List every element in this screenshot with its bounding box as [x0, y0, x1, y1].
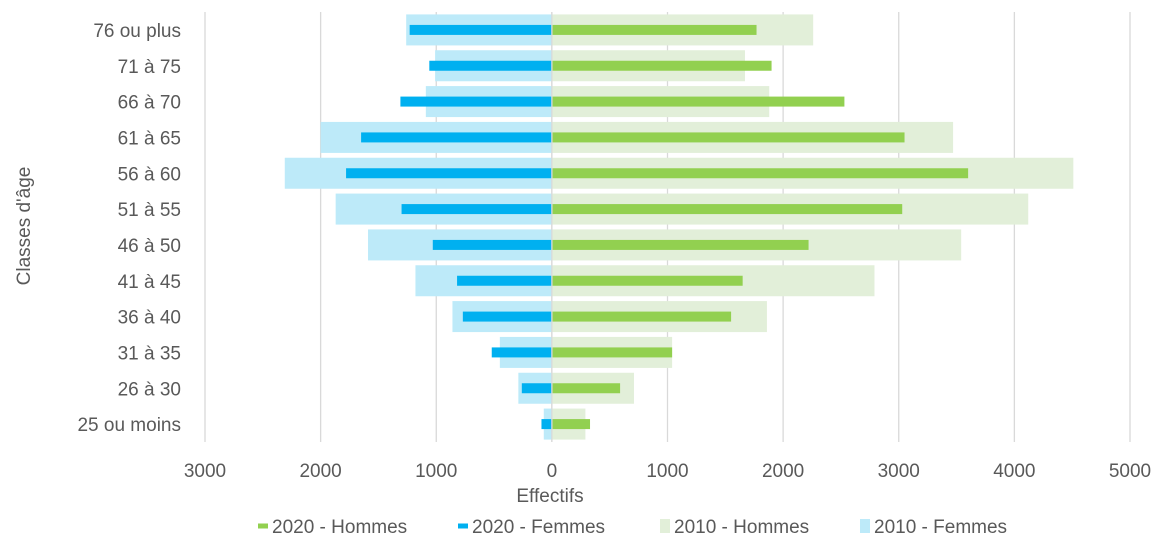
legend-swatch: [458, 523, 468, 529]
category-label: 51 à 55: [118, 200, 181, 221]
legend-swatch: [860, 519, 870, 533]
bar-2020-hommes: [551, 24, 757, 35]
bar-2020-femmes: [432, 239, 552, 250]
legend-label: 2010 - Hommes: [674, 517, 809, 538]
bar-2020-hommes: [551, 347, 673, 358]
bar-2020-femmes: [409, 24, 552, 35]
bar-2020-hommes: [551, 96, 845, 107]
legend: 2020 - Hommes 2020 - Femmes 2010 - Hommes 2…: [258, 517, 1007, 538]
x-tick-label: 3000: [184, 461, 226, 482]
x-tick-label: 5000: [1109, 461, 1151, 482]
x-tick-label: 2000: [762, 461, 804, 482]
bar-2020-hommes: [551, 419, 591, 430]
bar-2020-hommes: [551, 60, 772, 71]
bar-2020-hommes: [551, 132, 905, 143]
bar-2020-hommes: [551, 204, 903, 215]
category-label: 56 à 60: [118, 164, 181, 185]
bar-2020-hommes: [551, 275, 743, 286]
bar-2020-femmes: [361, 132, 552, 143]
category-label: 36 à 40: [118, 308, 181, 329]
category-label: 76 ou plus: [93, 21, 181, 42]
y-axis-title: Classes d'âge: [14, 167, 35, 286]
bar-2020-hommes: [551, 168, 969, 179]
bar-2020-hommes: [551, 383, 621, 394]
bar-2020-femmes: [541, 419, 552, 430]
bar-2020-femmes: [457, 275, 552, 286]
category-label: 31 à 35: [118, 343, 181, 364]
x-tick-label: 0: [547, 461, 558, 482]
category-labels: 76 ou plus 71 à 75 66 à 70 61 à 65 56 à 60 51…: [77, 21, 181, 436]
bar-2020-femmes: [429, 60, 552, 71]
bar-2020-femmes: [521, 383, 552, 394]
bar-2020-femmes: [346, 168, 552, 179]
bar-2020-hommes: [551, 239, 809, 250]
category-label: 71 à 75: [118, 57, 181, 78]
legend-label: 2010 - Femmes: [874, 517, 1007, 538]
legend-swatch: [258, 523, 268, 529]
x-axis-title: Effectifs: [516, 486, 583, 507]
category-label: 25 ou moins: [77, 415, 181, 436]
x-tick-labels: 3000 2000 1000 0 1000 2000 3000 4000 5000: [184, 461, 1151, 482]
bar-2020-hommes: [551, 311, 732, 322]
bar-2020-femmes: [401, 204, 552, 215]
legend-label: 2020 - Femmes: [472, 517, 605, 538]
x-tick-label: 1000: [415, 461, 457, 482]
bar-2020-femmes: [462, 311, 552, 322]
bar-2020-femmes: [491, 347, 552, 358]
bars: [284, 12, 1074, 442]
category-label: 41 à 45: [118, 272, 181, 293]
legend-swatch: [660, 519, 670, 533]
category-label: 66 à 70: [118, 93, 181, 114]
category-label: 26 à 30: [118, 379, 181, 400]
x-tick-label: 2000: [299, 461, 341, 482]
x-tick-label: 1000: [646, 461, 688, 482]
category-label: 46 à 50: [118, 236, 181, 257]
x-tick-label: 4000: [993, 461, 1035, 482]
x-tick-label: 3000: [878, 461, 920, 482]
category-label: 61 à 65: [118, 128, 181, 149]
bar-2020-femmes: [400, 96, 552, 107]
legend-label: 2020 - Hommes: [272, 517, 407, 538]
